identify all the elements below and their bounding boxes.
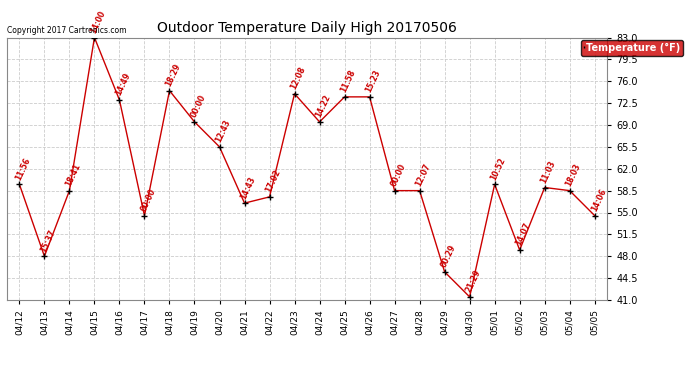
Text: Copyright 2017 Cartronics.com: Copyright 2017 Cartronics.com: [7, 26, 126, 35]
Text: 11:03: 11:03: [540, 159, 558, 185]
Text: 10:52: 10:52: [489, 156, 508, 182]
Text: 12:07: 12:07: [414, 162, 433, 188]
Text: 15:23: 15:23: [364, 69, 382, 94]
Text: 18:29: 18:29: [164, 62, 183, 88]
Text: 00:00: 00:00: [189, 93, 208, 119]
Text: 00:29: 00:29: [440, 243, 457, 269]
Text: 14:06: 14:06: [589, 187, 608, 213]
Text: 11:58: 11:58: [339, 68, 357, 94]
Text: 15:37: 15:37: [39, 228, 57, 254]
Text: 14:43: 14:43: [239, 175, 257, 200]
Text: 14:07: 14:07: [514, 222, 533, 247]
Legend: Temperature (°F): Temperature (°F): [582, 40, 683, 56]
Text: 21:29: 21:29: [464, 268, 482, 294]
Text: 00:00: 00:00: [389, 162, 408, 188]
Text: 17:02: 17:02: [264, 168, 283, 194]
Text: 00:00: 00:00: [139, 187, 157, 213]
Text: 18:03: 18:03: [564, 162, 583, 188]
Text: 14:22: 14:22: [314, 93, 333, 119]
Text: 11:56: 11:56: [14, 156, 32, 182]
Text: 18:41: 18:41: [64, 162, 83, 188]
Text: 14:00: 14:00: [89, 9, 108, 35]
Text: 14:49: 14:49: [114, 72, 132, 97]
Title: Outdoor Temperature Daily High 20170506: Outdoor Temperature Daily High 20170506: [157, 21, 457, 35]
Text: 12:43: 12:43: [214, 118, 233, 144]
Text: 12:08: 12:08: [289, 65, 308, 91]
